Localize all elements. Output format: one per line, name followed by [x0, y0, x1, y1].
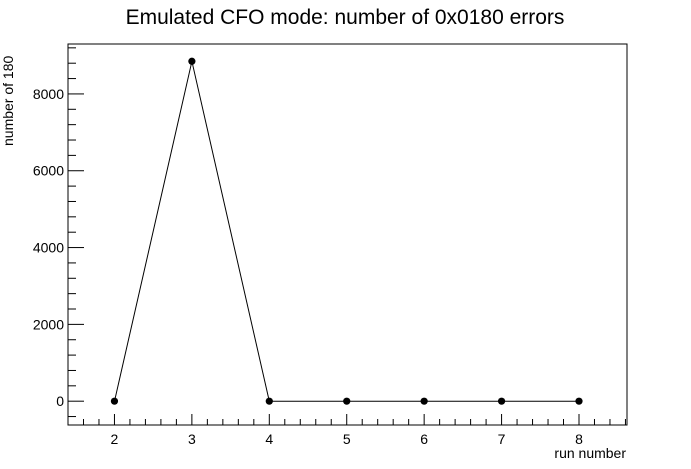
x-axis-label: run number	[554, 445, 626, 461]
x-tick-label: 3	[188, 431, 196, 447]
y-tick-label: 2000	[33, 316, 64, 332]
y-tick-label: 4000	[33, 240, 64, 256]
data-point	[420, 397, 428, 405]
data-point	[265, 397, 273, 405]
data-point	[575, 397, 583, 405]
series-line	[114, 61, 579, 402]
y-axis-label: number of 180	[0, 56, 16, 146]
x-tick-label: 6	[420, 431, 428, 447]
x-tick-label: 5	[343, 431, 351, 447]
y-tick-label: 0	[56, 393, 64, 409]
y-tick-label: 6000	[33, 163, 64, 179]
series-markers	[110, 57, 583, 405]
chart-title: Emulated CFO mode: number of 0x0180 erro…	[126, 6, 565, 29]
x-tick-label: 2	[111, 431, 119, 447]
x-tick-label: 7	[498, 431, 506, 447]
tick-labels: 2 3 4 5 6 7 8 0 2000 4000 6000 8000	[33, 86, 583, 447]
x-tick-label: 8	[575, 431, 583, 447]
axis-ticks	[67, 47, 626, 425]
data-point	[497, 397, 506, 405]
x-tick-label: 4	[265, 431, 273, 447]
plot-frame	[67, 43, 628, 426]
data-point	[343, 397, 351, 405]
data-point	[110, 397, 119, 405]
y-tick-label: 8000	[33, 86, 64, 102]
data-point	[188, 57, 196, 65]
